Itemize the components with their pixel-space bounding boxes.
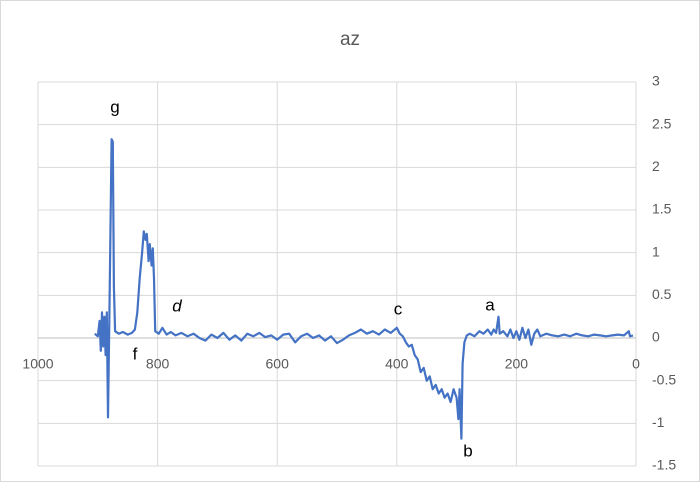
y-tick-label: -1.5 — [652, 457, 676, 473]
x-tick-label: 0 — [632, 356, 640, 372]
x-tick-label: 1000 — [22, 356, 53, 372]
data-line — [94, 138, 634, 440]
y-tick-label: 0.5 — [652, 286, 672, 302]
x-tick-label: 400 — [385, 356, 409, 372]
y-tick-label: 3 — [652, 73, 660, 89]
y-tick-label: -1 — [652, 414, 665, 430]
annotation: f — [133, 344, 138, 363]
y-tick-label: 1 — [652, 243, 660, 259]
x-tick-label: 800 — [146, 356, 170, 372]
y-tick-label: -0.5 — [652, 371, 676, 387]
y-tick-label: 1.5 — [652, 201, 672, 217]
annotation: d — [172, 296, 182, 315]
annotation: b — [463, 441, 472, 460]
y-tick-label: 0 — [652, 329, 660, 345]
annotation: g — [110, 97, 119, 116]
x-tick-label: 600 — [266, 356, 290, 372]
y-tick-label: 2.5 — [652, 115, 672, 131]
chart-title: az — [340, 29, 360, 50]
annotation: a — [485, 295, 495, 314]
annotation: c — [394, 299, 403, 318]
x-tick-label: 200 — [505, 356, 529, 372]
y-tick-label: 2 — [652, 158, 660, 174]
